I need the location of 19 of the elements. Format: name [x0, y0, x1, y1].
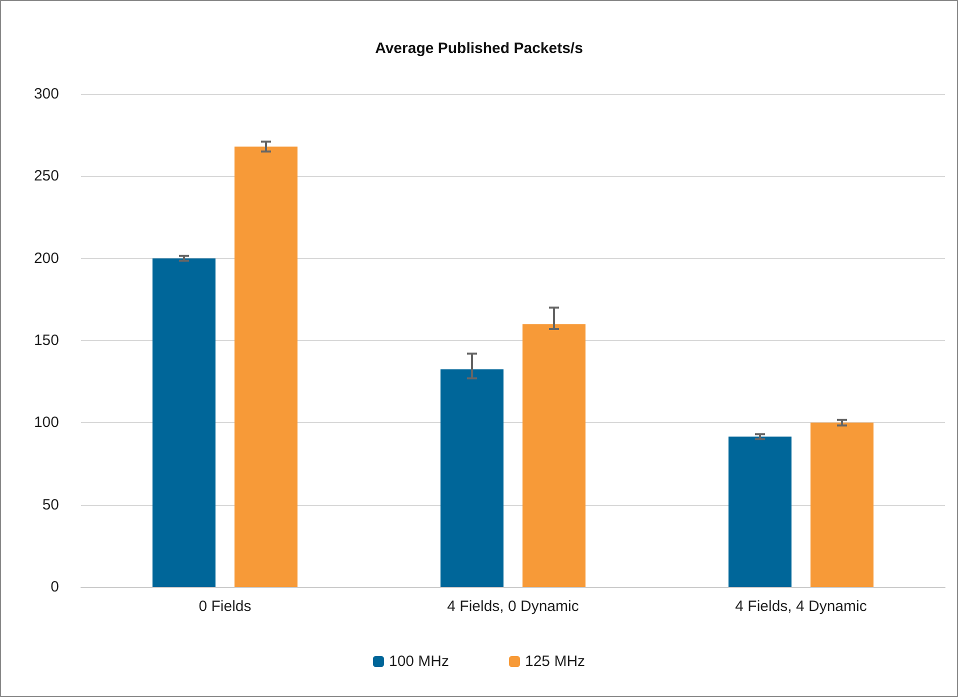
y-tick-label: 150 — [34, 332, 59, 349]
bar — [234, 146, 298, 587]
y-tick-label: 0 — [50, 578, 59, 596]
y-tick-label: 100 — [34, 414, 59, 432]
x-tick-label: 4 Fields, 4 Dynamic — [735, 598, 868, 615]
x-tick-label: 0 Fields — [198, 598, 252, 615]
bar — [152, 258, 216, 587]
y-tick-label: 50 — [42, 496, 59, 514]
y-tick-label: 300 — [34, 86, 59, 102]
bar — [728, 436, 792, 587]
bar — [522, 324, 586, 587]
y-tick-label: 250 — [34, 168, 59, 185]
chart-title: Average Published Packets/s — [375, 40, 583, 57]
bar — [810, 422, 874, 587]
bar — [440, 369, 504, 587]
legend-label: 125 MHz — [525, 653, 586, 670]
x-tick-label: 4 Fields, 0 Dynamic — [447, 598, 580, 615]
y-tick-label: 200 — [34, 250, 59, 267]
legend-label: 100 MHz — [388, 653, 450, 670]
